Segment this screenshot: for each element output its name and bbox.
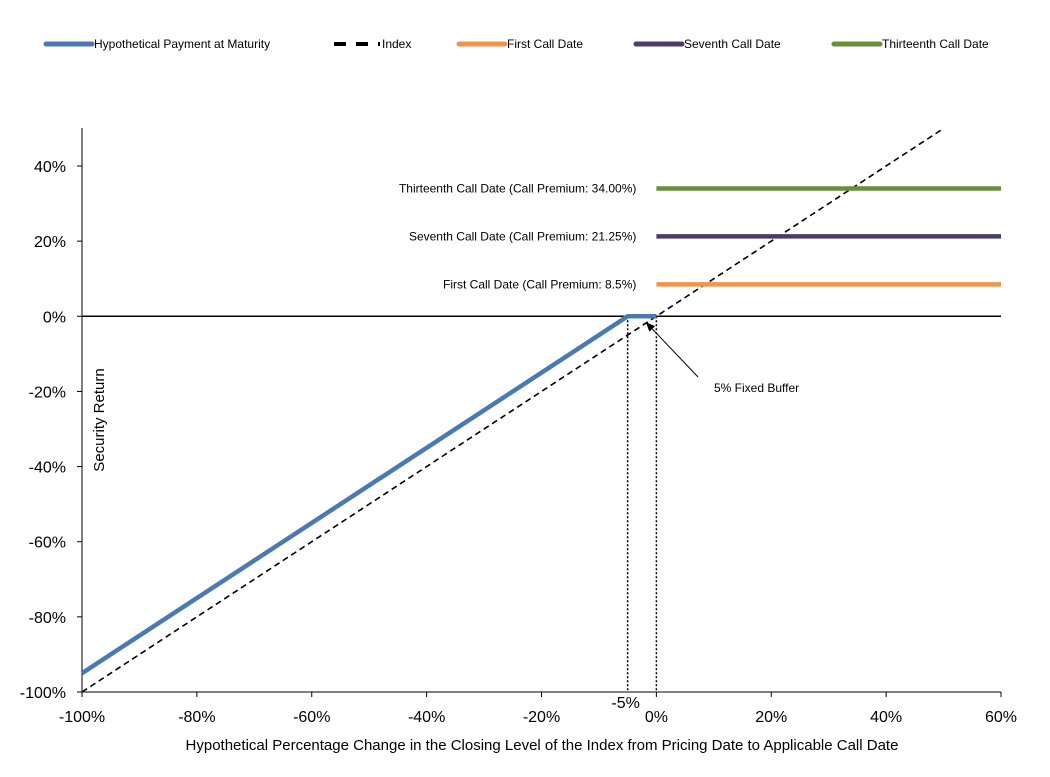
x-tick-label: -80% [178, 709, 215, 726]
legend-label: Seventh Call Date [684, 37, 781, 51]
hypothetical-payment-at-maturity-line [80, 314, 657, 676]
x-tick-label: -60% [293, 709, 330, 726]
call-premium-annotation: Thirteenth Call Date (Call Premium: 34.0… [399, 182, 636, 196]
y-tick-label: -100% [20, 685, 66, 702]
y-tick-label: -60% [29, 535, 66, 552]
x-tick-label: 60% [985, 709, 1017, 726]
y-tick-label: -40% [29, 460, 66, 477]
legend-label: Thirteenth Call Date [882, 37, 989, 51]
y-tick-label: 0% [43, 309, 66, 326]
tick-labels: -100% -80% -60% -40% -20% 0% 20% 40% 60% -5% -100%… [20, 159, 1017, 726]
buffer-markers [626, 316, 658, 692]
legend: Hypothetical Payment at Maturity Index Fir… [43, 37, 989, 51]
y-tick-label: 20% [34, 234, 66, 251]
y-tick-label: -80% [29, 610, 66, 627]
call-premium-annotation: Seventh Call Date (Call Premium: 21.25%) [409, 229, 636, 243]
x-axis-label: Hypothetical Percentage Change in the Cl… [186, 737, 899, 754]
y-tick-label: -20% [29, 384, 66, 401]
legend-label: Index [382, 37, 411, 51]
index-line [81, 127, 945, 693]
x-tick-label: 40% [870, 709, 902, 726]
x-tick-label: 20% [755, 709, 787, 726]
axes [77, 128, 1002, 697]
x-tick-label: -5% [611, 695, 639, 712]
buffer-annotation: 5% Fixed Buffer [714, 381, 799, 395]
x-tick-label: -100% [59, 709, 105, 726]
legend-label: First Call Date [507, 37, 583, 51]
buffer-arrow-line [645, 321, 699, 378]
y-tick-label: 40% [34, 159, 66, 176]
legend-label: Hypothetical Payment at Maturity [94, 37, 270, 51]
y-axis-label: Security Return [91, 368, 108, 471]
x-tick-label: -40% [408, 709, 445, 726]
x-tick-label: -20% [523, 709, 560, 726]
call-premium-annotation: First Call Date (Call Premium: 8.5%) [443, 277, 636, 291]
buffer-arrow-head [646, 322, 656, 332]
x-tick-label: 0% [645, 709, 668, 726]
series-lines [80, 127, 1001, 693]
annotations: Thirteenth Call Date (Call Premium: 34.0… [399, 182, 799, 395]
